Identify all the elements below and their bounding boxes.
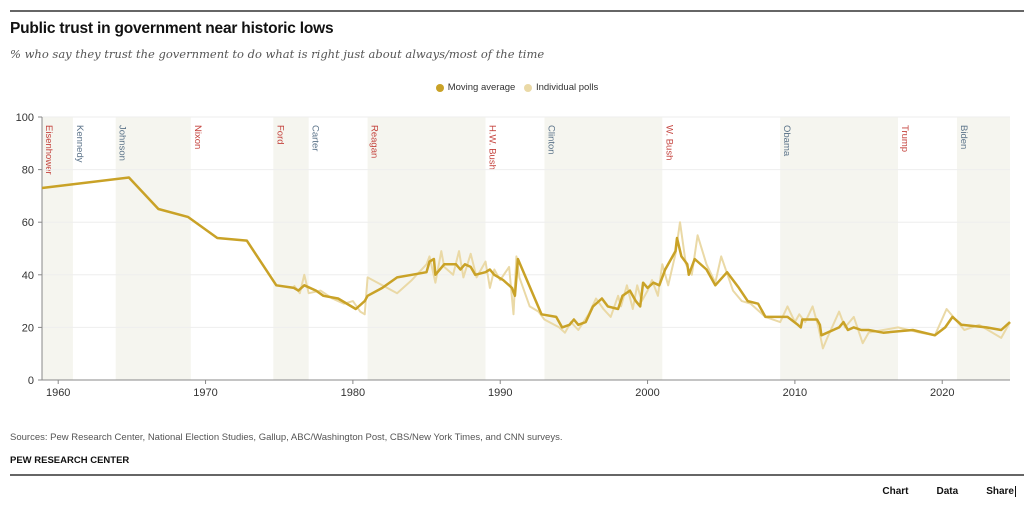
x-tick-label: 2010: [783, 387, 807, 399]
president-term-shade: [273, 117, 309, 380]
chart-title: Public trust in government near historic…: [10, 20, 334, 37]
tab-data[interactable]: Data: [936, 486, 959, 497]
president-term-shade: [115, 117, 191, 380]
legend-item-moving-average: Moving average: [435, 82, 516, 93]
legend: Moving average Individual polls: [0, 82, 1024, 95]
sources-note: Sources: Pew Research Center, National E…: [10, 432, 563, 443]
legend-item-individual-polls: Individual polls: [523, 82, 599, 93]
moving-average-swatch-icon: [435, 83, 444, 92]
y-tick-label: 100: [16, 112, 34, 124]
president-term-shade: [367, 117, 486, 380]
president-term-shade: [544, 117, 663, 380]
president-label: Johnson: [117, 125, 128, 161]
president-term-shade: [780, 117, 899, 380]
x-tick-label: 2020: [930, 387, 954, 399]
president-label: W. Bush: [663, 125, 674, 160]
president-term-shade: [956, 117, 1010, 380]
individual-polls-line: [293, 221, 1011, 350]
president-label: Obama: [781, 125, 792, 157]
president-label: H.W. Bush: [486, 125, 497, 170]
y-tick-label: 20: [22, 322, 34, 334]
x-tick-label: 1990: [488, 387, 512, 399]
president-label: Reagan: [369, 125, 380, 158]
x-tick-label: 1960: [46, 387, 70, 399]
x-tick-label: 2000: [635, 387, 659, 399]
y-tick-label: 40: [22, 270, 34, 282]
top-rule: [10, 10, 1024, 12]
president-term-shade: [42, 117, 73, 380]
y-tick-label: 80: [22, 165, 34, 177]
x-tick-label: 1980: [341, 387, 365, 399]
moving-average-line: [41, 176, 1011, 337]
president-label: Kennedy: [74, 125, 85, 163]
president-label: Clinton: [545, 125, 556, 155]
individual-polls-swatch-icon: [523, 83, 532, 92]
president-label: Trump: [899, 125, 910, 152]
president-label: Biden: [958, 125, 969, 149]
y-tick-label: 60: [22, 217, 34, 229]
tab-share[interactable]: Share: [986, 486, 1016, 497]
tab-chart[interactable]: Chart: [882, 486, 909, 497]
chart-subtitle: % who say they trust the government to d…: [10, 47, 545, 61]
y-tick-label: 0: [28, 375, 34, 387]
organization-name: PEW RESEARCH CENTER: [10, 455, 130, 466]
legend-label: Moving average: [447, 82, 516, 93]
president-label: Ford: [274, 125, 285, 145]
chart-plot: Eisenhower Kennedy Johnson Nixon Ford Carter R…: [16, 112, 1011, 399]
president-label: Carter: [310, 125, 321, 151]
legend-label: Individual polls: [535, 82, 599, 93]
view-tabs: Chart Data Share: [854, 486, 1016, 497]
president-label: Eisenhower: [43, 125, 54, 175]
president-label: Nixon: [192, 125, 203, 149]
x-tick-label: 1970: [193, 387, 217, 399]
bottom-rule: [10, 474, 1024, 476]
